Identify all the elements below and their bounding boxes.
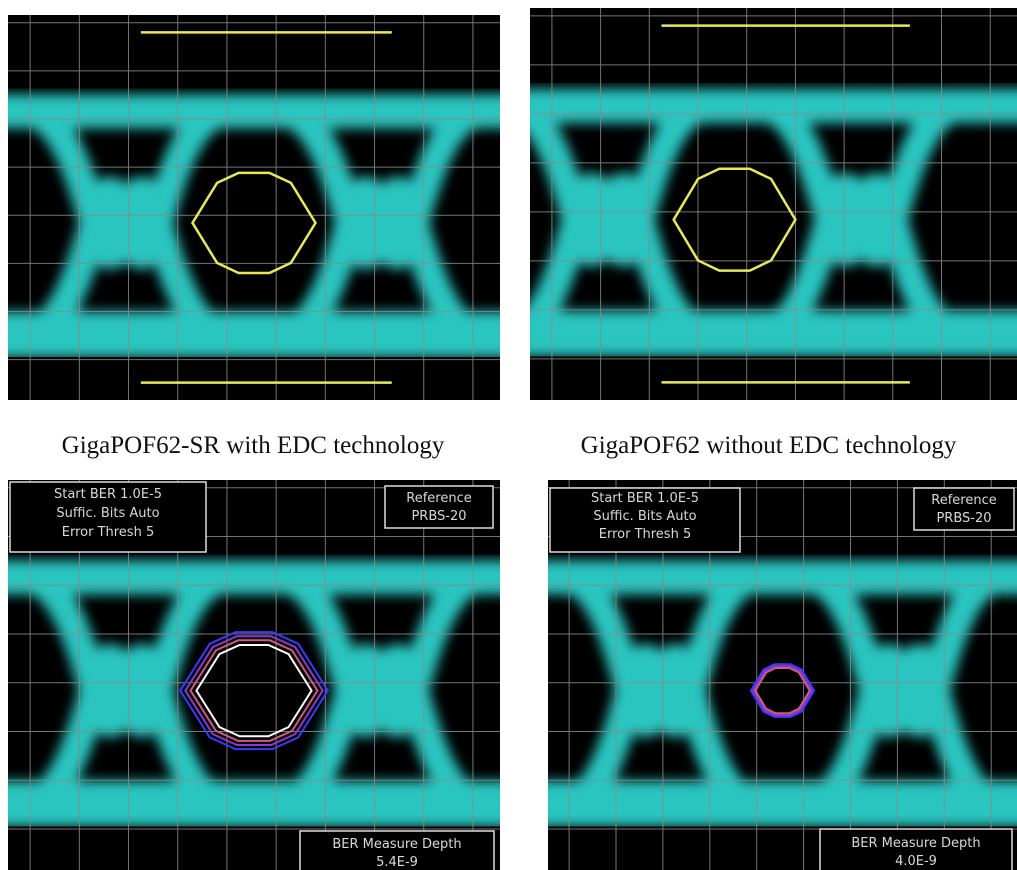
- settings-line: Start BER 1.0E-5: [591, 491, 699, 506]
- mask-center: [191, 171, 317, 275]
- settings-line: Error Thresh 5: [599, 527, 691, 542]
- transition: [277, 562, 487, 819]
- reference-line: PRBS-20: [411, 509, 466, 524]
- settings-line: Start BER 1.0E-5: [54, 487, 162, 502]
- settings-box: [549, 487, 741, 553]
- reference-line: Reference: [406, 491, 471, 506]
- transition: [530, 91, 712, 342]
- depth-line: 5.4E-9: [376, 855, 418, 870]
- caption: GigaPOF62-SR with EDC technology: [61, 432, 445, 459]
- depth-box: [819, 828, 1013, 870]
- reference-box: [384, 485, 494, 529]
- transition: [560, 562, 761, 819]
- ber-contour: [751, 665, 814, 717]
- mask-center: [672, 167, 797, 272]
- ber-contour: [184, 635, 324, 747]
- ber-contour: [749, 663, 816, 718]
- ber-contour: [754, 666, 811, 715]
- eye-diagram: [530, 8, 1017, 400]
- settings-line: Suffic. Bits Auto: [593, 509, 696, 524]
- ber-contour: [179, 631, 329, 751]
- ber-contours: [179, 631, 329, 751]
- transition: [277, 96, 487, 350]
- signal-traces: [530, 89, 1017, 357]
- eye-diagram: Start BER 1.0E-5 Suffic. Bits Auto Error…: [548, 480, 1017, 870]
- signal-traces: [8, 94, 500, 358]
- caption: GigaPOF62 without EDC technology: [580, 432, 957, 459]
- ber-contour: [189, 639, 319, 742]
- eye-diagram: Start BER 1.0E-5 Suffic. Bits Auto Error…: [8, 480, 500, 870]
- settings-line: Error Thresh 5: [62, 525, 154, 540]
- settings-box: [9, 481, 207, 553]
- graticule: [530, 8, 1017, 400]
- transition: [21, 96, 231, 350]
- eye-diagram: [8, 15, 500, 400]
- signal-traces: [548, 560, 1017, 827]
- reference-line: Reference: [931, 493, 996, 508]
- mask: [661, 24, 910, 384]
- overlay: Start BER 1.0E-5 Suffic. Bits Auto Error…: [9, 481, 495, 870]
- depth-line: 4.0E-9: [895, 854, 937, 869]
- signal-traces: [8, 560, 500, 827]
- overlay: Start BER 1.0E-5 Suffic. Bits Auto Error…: [549, 487, 1015, 870]
- ber-contours: [749, 663, 816, 718]
- ber-contour: [195, 643, 313, 738]
- transition: [21, 562, 231, 819]
- transition: [757, 91, 965, 349]
- graticule: [8, 15, 500, 400]
- reference-box: [913, 487, 1015, 531]
- depth-line: BER Measure Depth: [332, 837, 461, 852]
- reference-line: PRBS-20: [936, 511, 991, 526]
- depth-line: BER Measure Depth: [851, 836, 980, 851]
- mask: [140, 31, 392, 384]
- depth-box: [299, 830, 495, 870]
- settings-line: Suffic. Bits Auto: [56, 506, 159, 521]
- transition: [804, 562, 1005, 819]
